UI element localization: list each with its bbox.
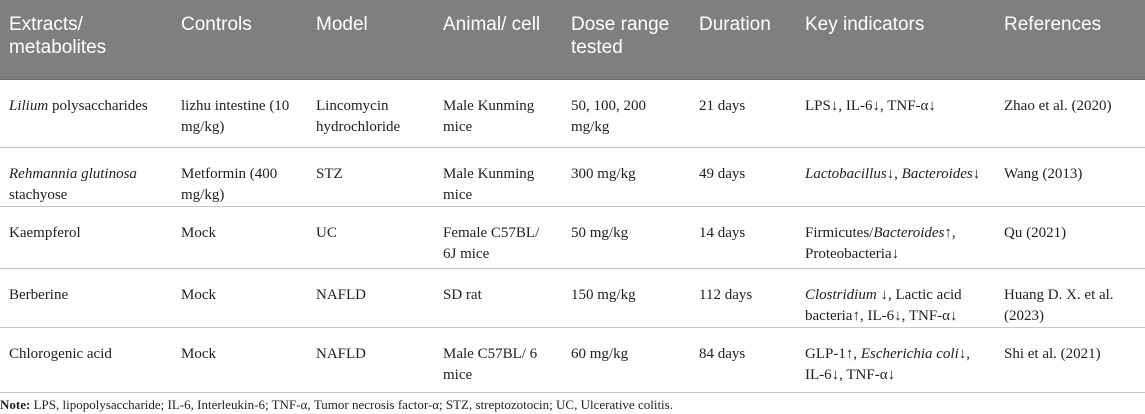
header-controls: Controls <box>172 0 307 80</box>
header-extracts: Extracts/ metabolites <box>0 0 172 80</box>
cell-animal: Male Kunming mice <box>434 147 562 207</box>
table-body: Lilium polysaccharides lizhu intestine (1… <box>0 79 1145 393</box>
cell-extract: Kaempferol <box>0 206 172 269</box>
cell-control: lizhu intestine (10 mg/kg) <box>172 79 307 148</box>
cell-indicators: Clostridium ↓, Lactic acid bacteria↑, IL… <box>796 268 995 328</box>
cell-reference: Zhao et al. (2020) <box>995 79 1145 148</box>
table-row: Rehmannia glutinosa stachyose Metformin (… <box>0 147 1145 207</box>
cell-dose: 150 mg/kg <box>562 268 690 328</box>
cell-model: UC <box>307 206 434 269</box>
table-row: Lilium polysaccharides lizhu intestine (1… <box>0 79 1145 148</box>
cell-indicators: GLP-1↑, Escherichia coli↓, IL-6↓, TNF-α↓ <box>796 327 995 393</box>
header-duration: Duration <box>690 0 796 80</box>
table-container: Extracts/ metabolites Controls Model Ani… <box>0 0 1145 393</box>
table-row: Chlorogenic acid Mock NAFLD Male C57BL/ 6 m… <box>0 327 1145 393</box>
cell-dose: 60 mg/kg <box>562 327 690 393</box>
cell-control: Mock <box>172 206 307 269</box>
header-row: Extracts/ metabolites Controls Model Ani… <box>0 0 1145 80</box>
cell-control: Mock <box>172 268 307 328</box>
cell-duration: 14 days <box>690 206 796 269</box>
cell-model: Lincomycin hydrochloride <box>307 79 434 148</box>
cell-dose: 300 mg/kg <box>562 147 690 207</box>
cell-reference: Qu (2021) <box>995 206 1145 269</box>
header-model: Model <box>307 0 434 80</box>
cell-indicators: Firmicutes/Bacteroides↑, Proteobacteria↓ <box>796 206 995 269</box>
cell-model: NAFLD <box>307 268 434 328</box>
table-row: Berberine Mock NAFLD SD rat 150 mg/kg 112 day… <box>0 268 1145 328</box>
cell-control: Mock <box>172 327 307 393</box>
header-references: References <box>995 0 1145 80</box>
cell-reference: Huang D. X. et al. (2023) <box>995 268 1145 328</box>
cell-extract: Berberine <box>0 268 172 328</box>
cell-extract: Rehmannia glutinosa stachyose <box>0 147 172 207</box>
cell-model: NAFLD <box>307 327 434 393</box>
extracts-table: Extracts/ metabolites Controls Model Ani… <box>0 0 1145 393</box>
header-key-indicators: Key indicators <box>796 0 995 80</box>
cell-extract: Chlorogenic acid <box>0 327 172 393</box>
cell-duration: 112 days <box>690 268 796 328</box>
note-text: LPS, lipopolysaccharide; IL-6, Interleuk… <box>30 397 673 412</box>
cell-control: Metformin (400 mg/kg) <box>172 147 307 207</box>
header-dose: Dose range tested <box>562 0 690 80</box>
cell-animal: Male Kunming mice <box>434 79 562 148</box>
cell-duration: 49 days <box>690 147 796 207</box>
cell-duration: 84 days <box>690 327 796 393</box>
cell-extract: Lilium polysaccharides <box>0 79 172 148</box>
cell-model: STZ <box>307 147 434 207</box>
cell-indicators: LPS↓, IL-6↓, TNF-α↓ <box>796 79 995 148</box>
header-animal-cell: Animal/ cell <box>434 0 562 80</box>
cell-duration: 21 days <box>690 79 796 148</box>
table-note: Note: LPS, lipopolysaccharide; IL-6, Int… <box>0 397 673 413</box>
cell-dose: 50 mg/kg <box>562 206 690 269</box>
cell-animal: SD rat <box>434 268 562 328</box>
note-label: Note: <box>0 397 31 412</box>
cell-reference: Shi et al. (2021) <box>995 327 1145 393</box>
cell-indicators: Lactobacillus↓, Bacteroides↓ <box>796 147 995 207</box>
cell-animal: Female C57BL/ 6J mice <box>434 206 562 269</box>
table-row: Kaempferol Mock UC Female C57BL/ 6J mice 50 … <box>0 206 1145 269</box>
cell-dose: 50, 100, 200 mg/kg <box>562 79 690 148</box>
cell-animal: Male C57BL/ 6 mice <box>434 327 562 393</box>
cell-reference: Wang (2013) <box>995 147 1145 207</box>
